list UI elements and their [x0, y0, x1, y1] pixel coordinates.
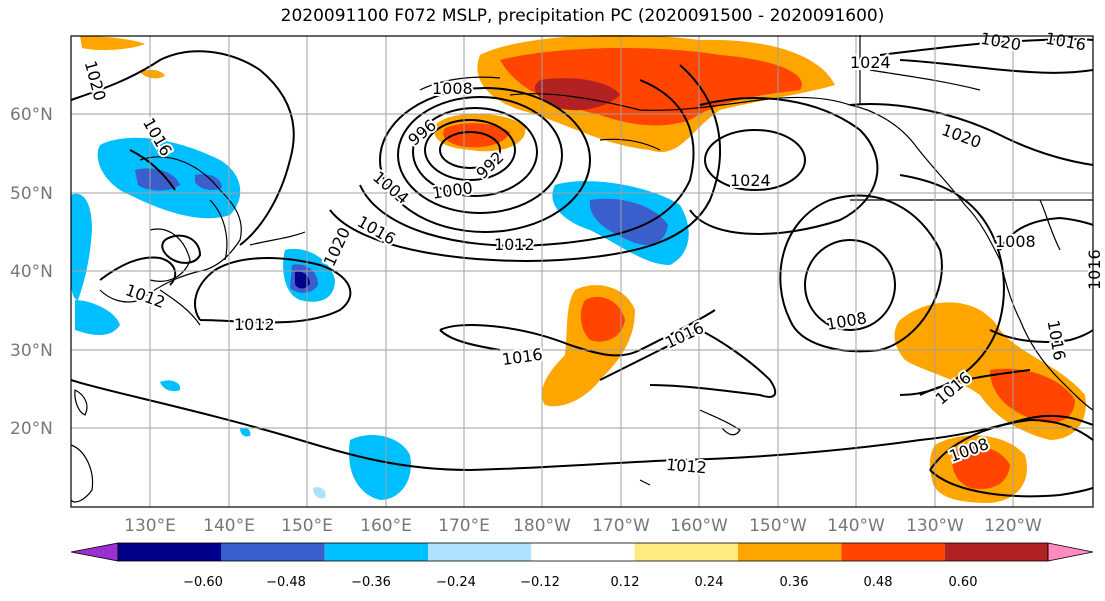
lat-labels: 60°N 50°N 40°N 30°N 20°N — [10, 105, 53, 439]
colorbar-tick: 0.12 — [611, 575, 640, 590]
colorbar-swatch — [944, 543, 1048, 561]
lon-label: 150°E — [281, 516, 333, 536]
isobar-label: 1008 — [995, 232, 1036, 251]
colorbar-extend-high — [1047, 542, 1094, 562]
lon-label: 150°W — [749, 516, 807, 536]
colorbar-tick: 0.36 — [780, 575, 809, 590]
colorbar-tick: 0.48 — [864, 575, 893, 590]
isobar-label: 1024 — [850, 53, 891, 72]
lon-label: 160°W — [670, 516, 728, 536]
isobar-label: 1000 — [431, 178, 474, 202]
lon-label: 130°W — [906, 516, 964, 536]
lon-label: 180°W — [513, 516, 571, 536]
colorbar-swatch — [118, 543, 222, 561]
graticule — [71, 36, 1093, 507]
isobar-label: 1016 — [1085, 249, 1104, 290]
colorbar-tick: −0.12 — [520, 575, 560, 590]
lon-label: 170°E — [438, 516, 490, 536]
colorbar-swatch — [428, 543, 532, 561]
lat-label: 60°N — [10, 105, 53, 125]
colorbar-swatch — [324, 543, 428, 561]
isobar-label: 1012 — [665, 455, 707, 477]
lon-label: 120°W — [984, 516, 1042, 536]
colorbar-swatch — [531, 543, 635, 561]
lon-label: 140°W — [827, 516, 885, 536]
lat-label: 40°N — [10, 262, 53, 282]
lon-label: 170°W — [592, 516, 650, 536]
lon-label: 140°E — [203, 516, 255, 536]
colorbar-swatch — [841, 543, 945, 561]
precip-shading — [71, 35, 1086, 503]
isobar-label: 1012 — [234, 315, 275, 334]
colorbar-tick: 0.60 — [949, 575, 978, 590]
colorbar-frame — [117, 542, 1049, 562]
lat-label: 30°N — [10, 341, 53, 361]
colorbar-swatch — [738, 543, 842, 561]
isobar-label: 1008 — [432, 79, 473, 98]
plot-frame — [70, 35, 1094, 508]
colorbar-ticks: −0.60 −0.48 −0.36 −0.24 −0.12 0.12 0.24 … — [183, 575, 977, 590]
colorbar-tick: −0.48 — [266, 575, 306, 590]
isobar-label: 1012 — [494, 235, 535, 254]
colorbar-swatch — [221, 543, 325, 561]
isobars — [70, 38, 1094, 498]
colorbar-tick: −0.24 — [436, 575, 476, 590]
map-title: 2020091100 F072 MSLP, precipitation PC (… — [280, 6, 885, 26]
lon-labels: 130°E 140°E 150°E 160°E 170°E 180°W 170°… — [124, 516, 1042, 536]
colorbar-extend-low — [70, 542, 119, 562]
colorbar — [70, 542, 1094, 562]
colorbar-tick: −0.60 — [183, 575, 223, 590]
colorbar-tick: 0.24 — [695, 575, 724, 590]
colorbar-tick: −0.36 — [351, 575, 391, 590]
lat-label: 50°N — [10, 184, 53, 204]
lon-label: 160°E — [360, 516, 412, 536]
lon-label: 130°E — [124, 516, 176, 536]
lat-label: 20°N — [10, 419, 53, 439]
isobar-label: 1024 — [730, 171, 771, 190]
colorbar-swatch — [634, 543, 738, 561]
plot-area: 1020 1008 996 992 1000 1004 1016 1012 10… — [70, 27, 1105, 508]
coastlines — [70, 35, 1094, 503]
